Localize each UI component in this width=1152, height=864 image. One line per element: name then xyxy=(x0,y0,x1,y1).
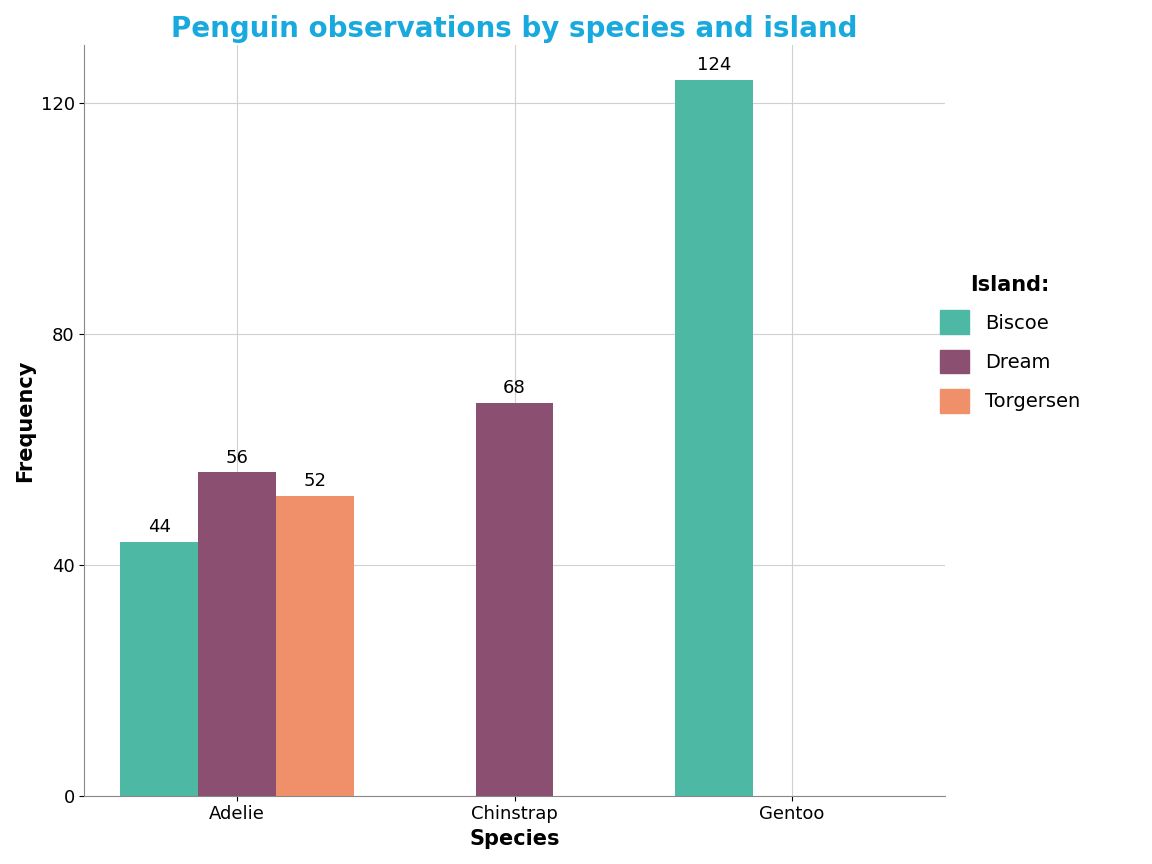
Bar xyxy=(198,473,275,796)
Text: 52: 52 xyxy=(303,472,326,490)
Legend: Biscoe, Dream, Torgersen: Biscoe, Dream, Torgersen xyxy=(931,265,1090,422)
Bar xyxy=(275,496,354,796)
Text: 56: 56 xyxy=(226,448,249,467)
Title: Penguin observations by species and island: Penguin observations by species and isla… xyxy=(172,15,858,43)
Text: 124: 124 xyxy=(697,56,732,74)
Y-axis label: Frequency: Frequency xyxy=(15,359,35,482)
Bar xyxy=(121,542,198,796)
Text: 68: 68 xyxy=(503,379,526,397)
Bar xyxy=(476,403,553,796)
Text: 44: 44 xyxy=(147,518,170,536)
X-axis label: Species: Species xyxy=(469,829,560,849)
Bar xyxy=(675,80,753,796)
